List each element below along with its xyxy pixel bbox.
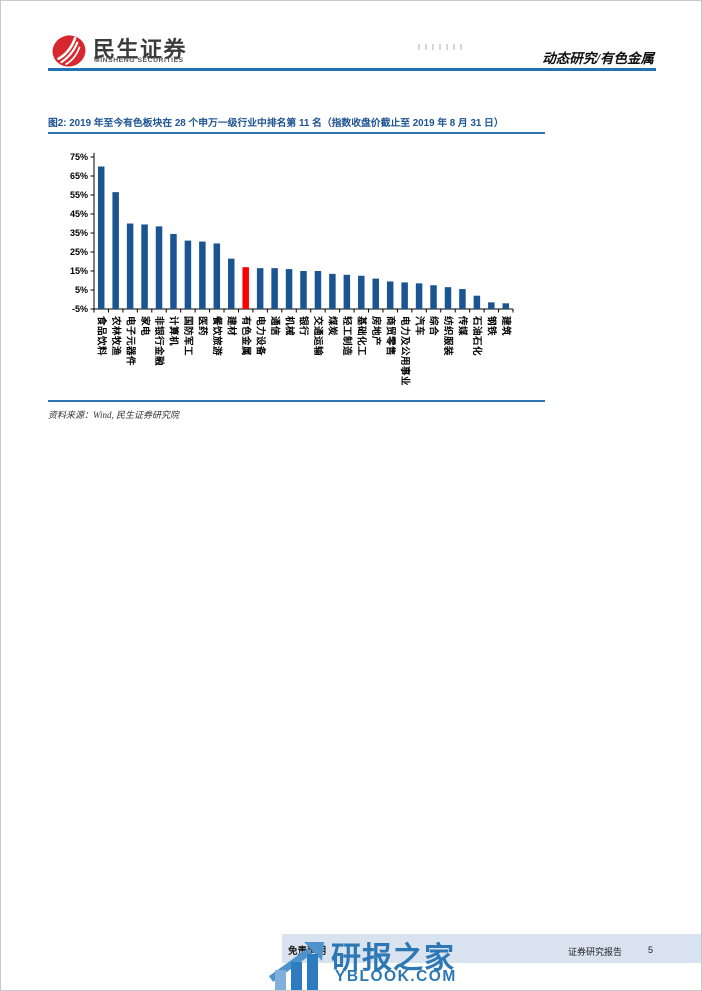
bar: [213, 243, 221, 309]
x-axis-category-label: 建筑: [500, 315, 512, 336]
bar: [170, 233, 177, 309]
bar: [300, 271, 307, 309]
bar-chart-up-arrow-icon: [268, 942, 324, 990]
logo-company-name: 民生证券: [93, 37, 188, 62]
bar: [372, 278, 379, 309]
bar: [343, 274, 351, 309]
y-axis-tick-label: 5%: [75, 285, 88, 295]
bar: [271, 268, 278, 309]
x-axis-category-label: 石油石化: [471, 315, 483, 356]
minsheng-swoosh-icon: [52, 35, 86, 67]
logo-company-name-en: MINSHENG SECURITIES: [94, 57, 184, 64]
x-axis-category-label: 非银行金融: [153, 316, 165, 366]
y-axis-tick-label: 15%: [70, 266, 88, 276]
y-axis-tick-label: 25%: [70, 247, 88, 257]
figure-title-underline: [48, 132, 545, 134]
bar: [430, 285, 437, 309]
bar: [141, 224, 148, 309]
x-axis-category-label: 交通运输: [312, 316, 324, 356]
bar: [358, 275, 365, 309]
x-axis-category-label: 钢铁: [486, 316, 498, 336]
bar: [329, 273, 336, 309]
figure-title: 图2: 2019 年至今有色板块在 28 个申万一级行业中排名第 11 名（指数…: [48, 118, 504, 129]
y-axis-tick-label: 35%: [70, 228, 88, 238]
x-axis-category-label: 家电: [139, 316, 151, 336]
bar: [126, 223, 134, 309]
y-axis-tick-label: 45%: [70, 209, 88, 219]
x-axis-category-label: 传媒: [457, 315, 469, 336]
bar: [256, 268, 264, 309]
y-axis-tick-label: 65%: [70, 171, 88, 181]
page-number: 5: [648, 945, 654, 955]
footer-band: [282, 934, 701, 963]
bar: [155, 226, 163, 309]
report-type-label: 动态研究/有色金属: [542, 51, 654, 66]
x-axis-category-label: 国防军工: [182, 316, 194, 356]
bar: [184, 240, 192, 309]
bar: [444, 287, 452, 309]
x-axis-category-label: 电子元器件: [124, 316, 136, 366]
x-axis-category-label: 建材: [225, 315, 237, 336]
header-divider: [48, 68, 656, 71]
y-axis-tick-label: 75%: [70, 152, 88, 162]
x-axis-category-label: 轻工制造: [341, 316, 353, 356]
bar: [459, 289, 466, 309]
x-axis-category-label: 通信: [269, 316, 281, 336]
y-axis-tick-label: 55%: [70, 190, 88, 200]
figure-bottom-rule: [48, 400, 545, 402]
bar: [97, 166, 105, 309]
x-axis-category-label: 电力设备: [254, 316, 266, 356]
y-axis-tick-label: -5%: [72, 304, 88, 314]
x-axis-category-label: 煤炭: [327, 316, 339, 336]
bar: [228, 258, 235, 309]
x-axis-category-label: 农林牧渔: [110, 315, 122, 356]
x-axis-category-label: 基础化工: [355, 315, 367, 356]
x-axis-category-label: 食品饮料: [95, 315, 107, 356]
x-axis-category-label: 电力及公用事业: [399, 316, 411, 386]
bar: [502, 303, 510, 309]
bar: [473, 295, 481, 309]
x-axis-category-label: 医药: [197, 316, 209, 336]
x-axis-category-label: 银行: [298, 316, 310, 336]
footer-report-label: 证券研究报告: [568, 947, 623, 957]
faint-text-artifact: [418, 44, 466, 50]
watermark-title: 研报之家: [331, 942, 455, 975]
x-axis-category-label: 综合: [428, 316, 440, 336]
x-axis-category-label: 有色金属: [240, 316, 252, 356]
bar: [112, 192, 119, 309]
bar: [415, 283, 423, 309]
x-axis-category-label: 纺织服装: [442, 316, 454, 356]
x-axis-category-label: 商贸零售: [384, 316, 396, 356]
x-axis-category-label: 机械: [283, 316, 295, 336]
watermark-url: YBLOOK.COM: [335, 968, 457, 985]
bar: [401, 282, 408, 309]
x-axis-category-label: 餐饮旅游: [211, 315, 223, 356]
bar: [199, 241, 206, 309]
bar: [488, 302, 495, 309]
x-axis-category-label: 计算机: [168, 316, 180, 346]
bar: [386, 281, 394, 309]
figure-source: 资料来源：Wind, 民生证券研究院: [48, 410, 180, 420]
x-axis-category-label: 汽车: [413, 316, 425, 336]
industry-ranking-bar-chart: 75% 65% 55% 45% 35% 25% 15% 5% -5% 食品饮料 农林牧渔 电子元器件家…: [70, 152, 514, 386]
bar: [314, 271, 322, 309]
x-axis-category-label: 房地产: [370, 316, 382, 346]
bar: [285, 269, 293, 309]
highlighted-bar: [242, 267, 249, 309]
